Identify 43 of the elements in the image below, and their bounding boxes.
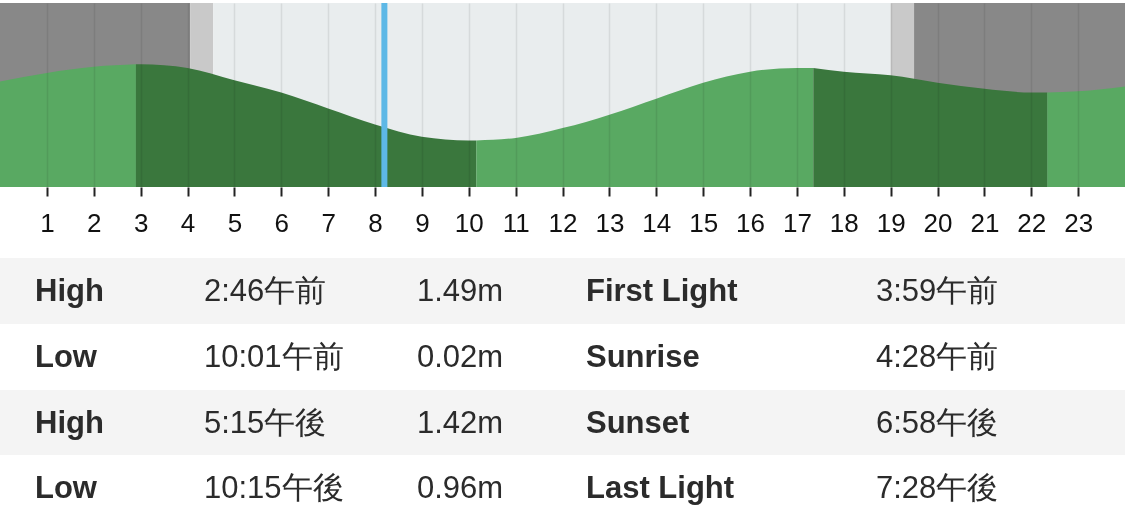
x-tick-label: 16 <box>736 207 765 238</box>
x-tick-label: 2 <box>87 207 102 238</box>
text: 0.02m <box>417 337 504 376</box>
text: Sunrise <box>586 337 700 376</box>
x-tick-label: 18 <box>829 207 859 238</box>
x-tick-label: 9 <box>415 207 430 238</box>
text: 1.42m <box>417 403 504 442</box>
text: 6:58午後 <box>876 403 999 442</box>
x-tick-label: 13 <box>595 207 625 238</box>
text: Low <box>35 469 97 508</box>
x-tick-label: 12 <box>548 207 578 238</box>
x-tick-label: 10 <box>454 207 484 238</box>
x-tick-label: 17 <box>782 207 812 238</box>
x-tick-label: 15 <box>689 207 719 238</box>
text: 10:01午前 <box>204 337 344 376</box>
x-tick-label: 22 <box>1017 207 1047 238</box>
text: 7:28午後 <box>876 469 999 508</box>
text: Sunset <box>586 403 690 442</box>
x-tick-label: 11 <box>502 207 530 238</box>
text: Low <box>35 337 97 376</box>
x-tick-label: 5 <box>227 207 243 238</box>
x-tick-label: 21 <box>970 207 1000 238</box>
x-tick-label: 4 <box>180 207 196 238</box>
text: High <box>35 403 104 442</box>
x-tick-label: 6 <box>274 207 289 238</box>
x-tick-label: 3 <box>133 207 149 238</box>
text: 10:15午後 <box>204 469 344 508</box>
text: 0.96m <box>417 469 504 508</box>
x-tick-label: 1 <box>40 207 55 238</box>
x-tick-label: 23 <box>1064 207 1094 238</box>
x-tick-label: 7 <box>321 207 336 238</box>
x-tick-label: 19 <box>876 207 906 238</box>
text: 3:59午前 <box>876 272 999 310</box>
x-tick-label: 14 <box>642 207 672 238</box>
x-tick-label: 20 <box>923 207 953 238</box>
text: 5:15午後 <box>204 403 327 442</box>
text: First Light <box>586 272 738 310</box>
text: Last Light <box>586 469 735 508</box>
text: 2:46午前 <box>204 272 327 310</box>
text: 4:28午前 <box>876 337 999 376</box>
text: High <box>35 272 104 310</box>
text: 1.49m <box>417 272 504 310</box>
x-tick-label: 8 <box>368 207 383 238</box>
